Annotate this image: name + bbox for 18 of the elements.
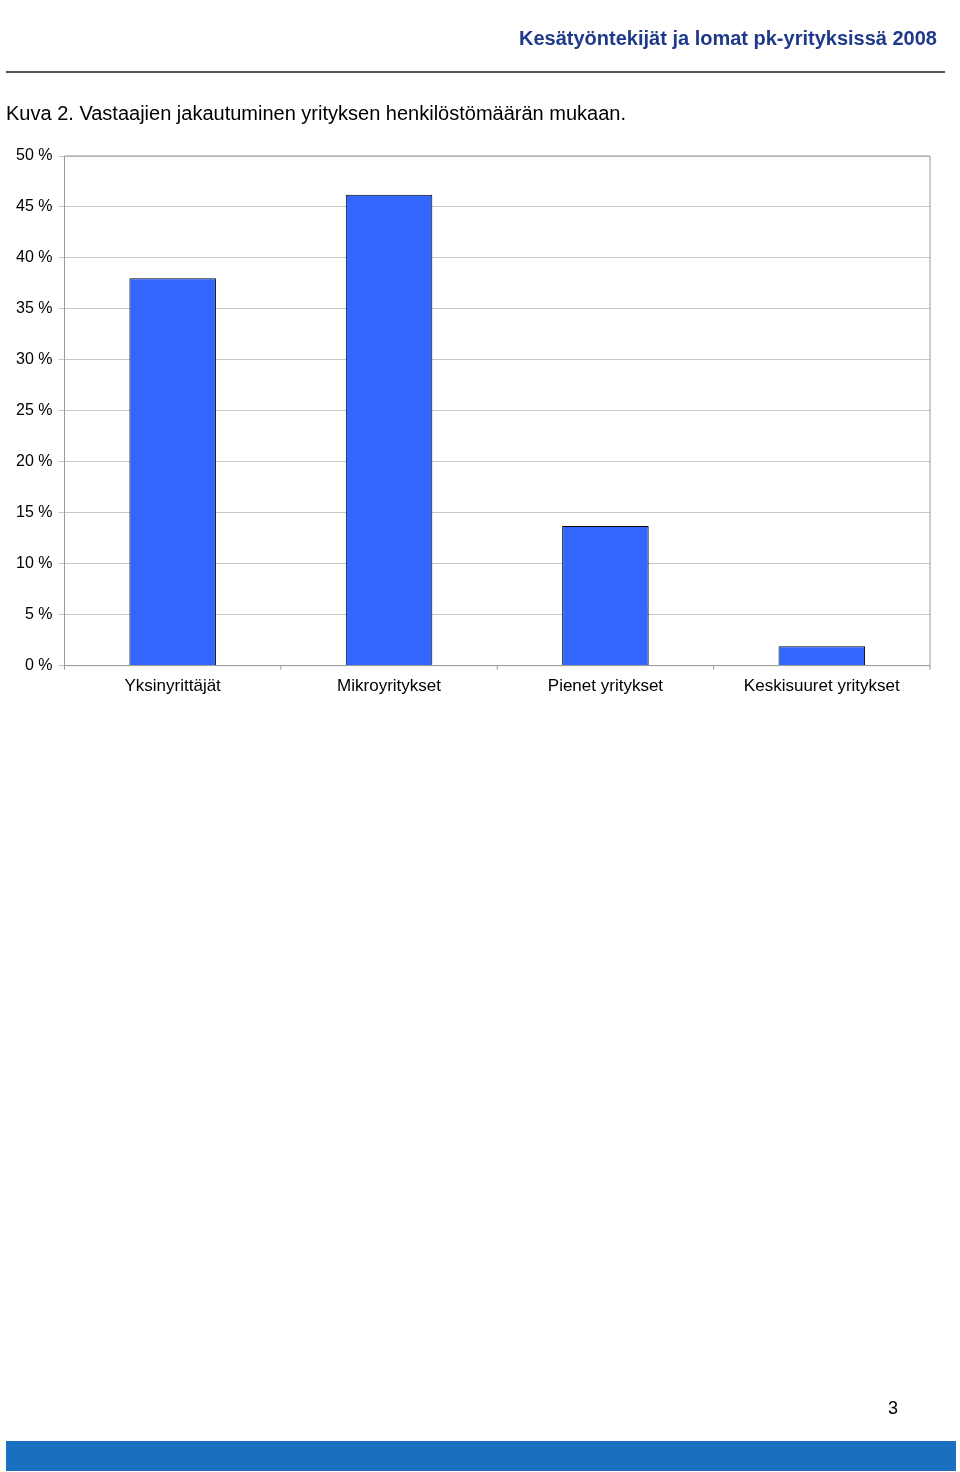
y-tick-label: 10 % [16, 554, 53, 572]
x-tick-label: Mikroyritykset [337, 676, 442, 696]
y-tick-label: 35 % [16, 299, 53, 317]
y-tick-label: 0 % [24, 656, 53, 674]
y-tick-label: 40 % [16, 248, 53, 266]
y-tick-label: 5 % [24, 605, 53, 623]
y-tick-label: 30 % [16, 350, 53, 368]
y-tick-label: 45 % [16, 197, 53, 215]
y-tick-label: 25 % [16, 401, 53, 419]
x-tick-label: Keskisuuret yritykset [743, 676, 901, 696]
text: 3 [887, 1398, 898, 1419]
chart-title: Kuva 2. Vastaajien jakautuminen yrityksen henkilöstömäärän mukaan. [6, 102, 626, 125]
text: Kesätyöntekijät ja lomat pk-yrityksissä 2008 [519, 27, 937, 50]
y-tick-label: 15 % [16, 503, 53, 521]
x-tick-label: Yksinyrittäjät [124, 676, 222, 696]
y-tick-label: 20 % [16, 452, 53, 470]
x-tick-label: Pienet yritykset [547, 676, 664, 696]
y-tick-label: 50 % [16, 146, 53, 164]
